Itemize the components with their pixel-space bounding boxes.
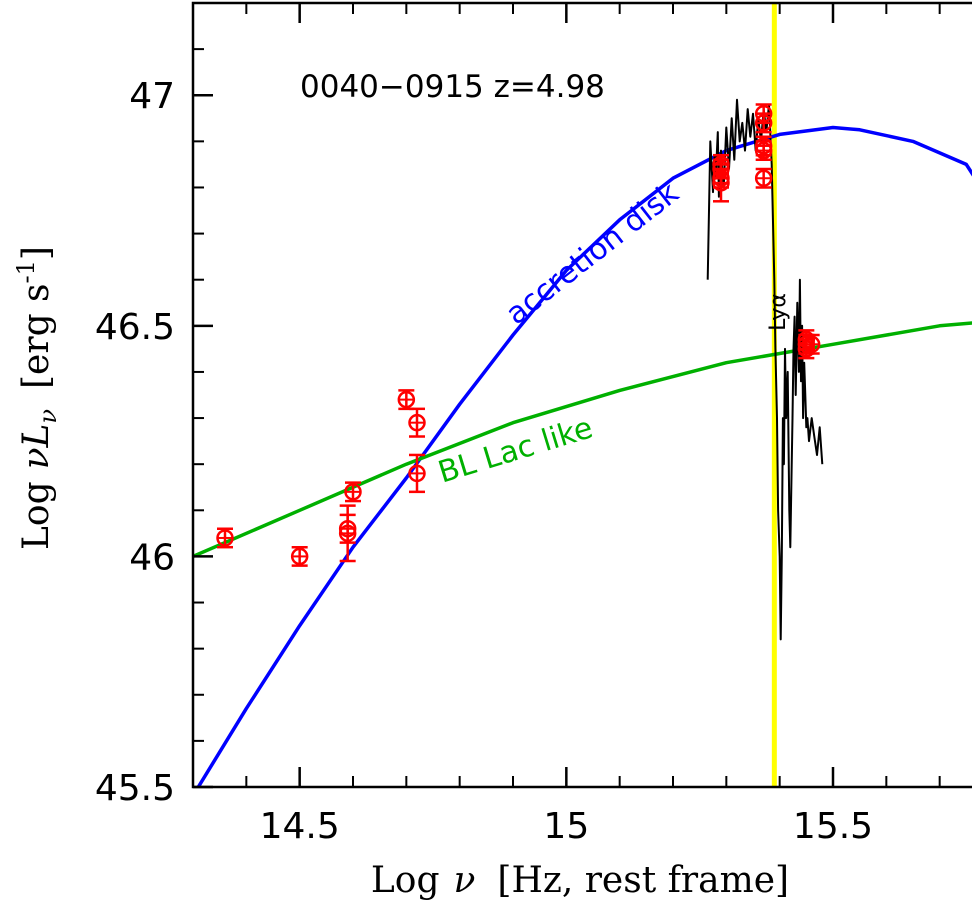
axis-ticks: 14.5 15 15.5 45.5 46 46.5 47 <box>95 2 941 847</box>
y-axis-label: Log νLν [erg s-1] <box>12 246 62 550</box>
curve-label: accretion disk <box>499 175 686 332</box>
x-axis-label-prefix: Log <box>371 860 440 901</box>
y-axis-label-unit: [erg s <box>16 283 57 389</box>
data-point <box>216 527 234 549</box>
data-point <box>397 389 416 411</box>
x-tick-label: 14.5 <box>260 806 340 847</box>
plot-frame <box>191 1 972 789</box>
y-tick-label: 45.5 <box>95 768 175 809</box>
x-axis-label: Log ν [Hz, rest frame] <box>371 860 789 901</box>
data-point <box>408 453 426 494</box>
y-axis-label-symbol: νL <box>16 424 57 470</box>
y-axis-label-superscript: -1 <box>12 260 40 283</box>
data-point <box>754 167 773 189</box>
x-axis-label-unit: [Hz, rest frame] <box>497 860 789 901</box>
plot-content <box>193 3 972 787</box>
data-point <box>408 407 426 438</box>
accretion-disk-curve <box>196 125 972 787</box>
bl-lac-curve <box>193 321 972 559</box>
x-tick-label: 15 <box>543 806 589 847</box>
data-point <box>754 135 773 157</box>
y-axis-label-close: ] <box>16 246 57 260</box>
data-point <box>754 103 773 125</box>
lyman-alpha-label: Lyα <box>766 293 791 331</box>
x-axis-label-symbol: ν <box>454 860 476 901</box>
data-point <box>290 545 309 567</box>
data-point <box>344 481 362 503</box>
data-point <box>712 153 730 175</box>
spectrum-line <box>706 98 824 641</box>
chart-title: 0040−0915 z=4.98 <box>300 69 605 105</box>
y-tick-label: 46.5 <box>95 307 175 348</box>
y-axis-label-prefix: Log <box>16 481 57 550</box>
data-point <box>802 333 821 355</box>
y-tick-label: 47 <box>129 76 175 117</box>
x-tick-label: 15.5 <box>793 806 873 847</box>
y-axis-label-subscript: ν <box>34 409 62 424</box>
data-point <box>338 513 357 544</box>
y-tick-label: 46 <box>129 537 175 578</box>
